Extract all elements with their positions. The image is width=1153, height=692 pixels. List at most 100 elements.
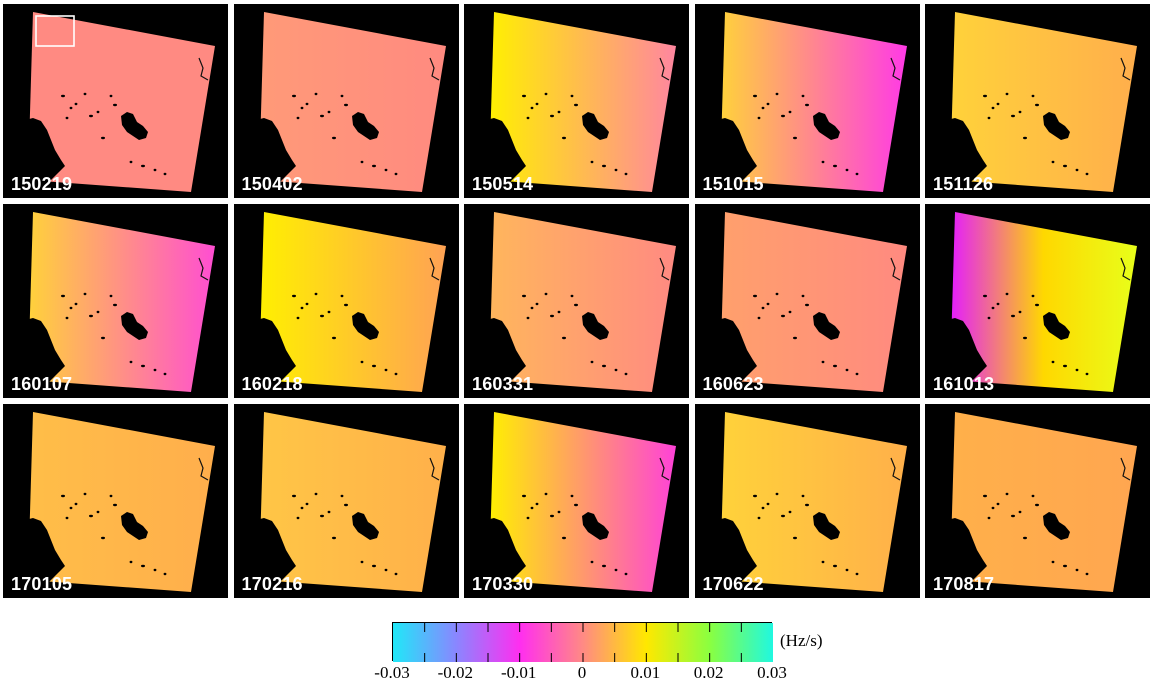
lake-mask bbox=[812, 312, 840, 340]
small-water-mask bbox=[821, 360, 824, 364]
swath-area bbox=[258, 12, 446, 192]
small-water-mask bbox=[109, 494, 113, 498]
small-water-mask bbox=[1085, 172, 1089, 176]
map-panel-170817: 170817 bbox=[925, 404, 1150, 598]
small-water-mask bbox=[129, 360, 133, 364]
coastline-mask bbox=[925, 318, 987, 398]
map-panel-161013: 161013 bbox=[925, 204, 1150, 398]
lake-mask bbox=[582, 312, 609, 340]
panel-date-label: 160331 bbox=[472, 374, 534, 394]
small-water-mask bbox=[574, 103, 578, 107]
small-water-mask bbox=[602, 164, 606, 168]
small-water-mask bbox=[113, 103, 117, 107]
small-water-mask bbox=[996, 102, 1000, 106]
colorbar bbox=[392, 622, 773, 662]
swath-area bbox=[719, 12, 907, 192]
lake-mask bbox=[1043, 112, 1070, 140]
map-image bbox=[925, 12, 1137, 198]
small-water-mask bbox=[69, 506, 73, 510]
colorbar-tick-label: 0.01 bbox=[630, 663, 661, 682]
small-water-mask bbox=[570, 94, 574, 98]
colorbar-tick-label: 0 bbox=[577, 663, 587, 682]
small-water-mask bbox=[305, 302, 308, 306]
small-water-mask bbox=[624, 172, 628, 176]
small-water-mask bbox=[801, 94, 804, 98]
edge-feature bbox=[198, 257, 209, 281]
small-water-mask bbox=[331, 136, 336, 140]
colorbar-tick-label: 0.02 bbox=[693, 663, 724, 682]
panel-date-label: 150402 bbox=[241, 174, 303, 194]
small-water-mask bbox=[96, 310, 100, 314]
lake-mask bbox=[582, 112, 609, 140]
lake-mask bbox=[351, 512, 379, 540]
swath-area bbox=[258, 412, 446, 592]
small-water-mask bbox=[804, 303, 809, 307]
lake-mask bbox=[121, 512, 148, 540]
swath-area bbox=[489, 412, 676, 592]
small-water-mask bbox=[550, 514, 554, 518]
small-water-mask bbox=[614, 168, 618, 172]
map-image bbox=[464, 412, 676, 598]
small-water-mask bbox=[129, 160, 133, 164]
panel-grid: 150219 150402 150514 151015 151126 160107 1602… bbox=[3, 4, 1150, 598]
small-water-mask bbox=[141, 564, 145, 568]
small-water-mask bbox=[987, 516, 991, 520]
small-water-mask bbox=[1018, 110, 1022, 114]
small-water-mask bbox=[987, 316, 991, 320]
panel-date-label: 170330 bbox=[472, 574, 534, 594]
small-water-mask bbox=[530, 106, 534, 110]
small-water-mask bbox=[845, 568, 848, 572]
small-water-mask bbox=[832, 364, 837, 368]
small-water-mask bbox=[757, 316, 760, 320]
swath-area bbox=[489, 12, 676, 192]
small-water-mask bbox=[804, 503, 809, 507]
small-water-mask bbox=[855, 572, 858, 576]
small-water-mask bbox=[788, 510, 791, 514]
small-water-mask bbox=[327, 110, 330, 114]
small-water-mask bbox=[801, 294, 804, 298]
small-water-mask bbox=[1075, 168, 1079, 172]
lake-mask bbox=[812, 112, 840, 140]
small-water-mask bbox=[1085, 372, 1089, 376]
small-water-mask bbox=[360, 360, 363, 364]
swath-area bbox=[950, 212, 1137, 392]
small-water-mask bbox=[1051, 160, 1055, 164]
map-panel-170216: 170216 bbox=[233, 404, 459, 598]
map-image bbox=[694, 12, 907, 198]
small-water-mask bbox=[775, 492, 778, 496]
small-water-mask bbox=[752, 494, 757, 498]
coastline-mask bbox=[694, 118, 757, 198]
small-water-mask bbox=[550, 314, 554, 318]
coastline-mask bbox=[925, 518, 987, 598]
small-water-mask bbox=[1063, 164, 1067, 168]
small-water-mask bbox=[562, 336, 566, 340]
small-water-mask bbox=[371, 364, 376, 368]
small-water-mask bbox=[1005, 292, 1009, 296]
panel-date-label: 160107 bbox=[11, 374, 73, 394]
edge-feature bbox=[1120, 57, 1131, 81]
panel-date-label: 151126 bbox=[933, 174, 994, 194]
small-water-mask bbox=[757, 516, 760, 520]
small-water-mask bbox=[983, 94, 987, 98]
panel-date-label: 170216 bbox=[241, 574, 303, 594]
small-water-mask bbox=[360, 560, 363, 564]
small-water-mask bbox=[61, 94, 65, 98]
small-water-mask bbox=[340, 94, 343, 98]
small-water-mask bbox=[845, 368, 848, 372]
small-water-mask bbox=[300, 106, 303, 110]
small-water-mask bbox=[113, 303, 117, 307]
small-water-mask bbox=[752, 94, 757, 98]
small-water-mask bbox=[1011, 114, 1015, 118]
small-water-mask bbox=[305, 102, 308, 106]
coastline-mask bbox=[3, 118, 65, 198]
small-water-mask bbox=[65, 316, 69, 320]
coastline-mask bbox=[694, 318, 757, 398]
small-water-mask bbox=[792, 136, 797, 140]
coastline-mask bbox=[233, 318, 296, 398]
small-water-mask bbox=[562, 136, 566, 140]
edge-feature bbox=[1120, 257, 1131, 281]
map-image bbox=[3, 412, 215, 598]
small-water-mask bbox=[153, 368, 157, 372]
edge-feature bbox=[659, 457, 670, 481]
small-water-mask bbox=[109, 294, 113, 298]
